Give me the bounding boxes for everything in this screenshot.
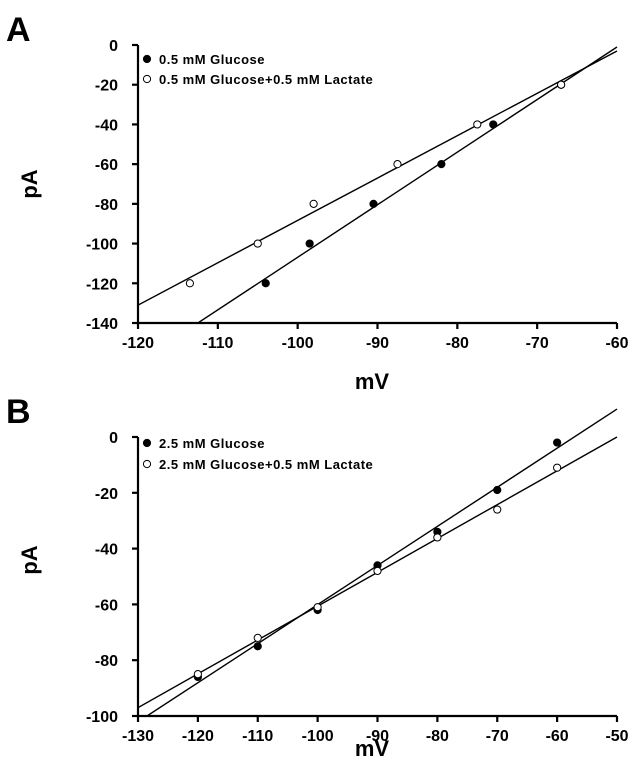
panel-b-y-tick-label-0: 0 — [109, 430, 118, 447]
panel-a-chart: A mV pA 0.5 mM Glucose 0.5 mM Glucose+0.… — [6, 11, 629, 394]
panel-a-x-tick-label-6: -60 — [605, 335, 628, 352]
panel-b-legend: 2.5 mM Glucose 2.5 mM Glucose+0.5 mM Lac… — [142, 436, 373, 472]
panel-b-x-tick-label-8: -50 — [605, 728, 628, 745]
panel-a-y-tick-label-2: -40 — [95, 117, 118, 134]
panel-b-x-tick-label-2: -110 — [242, 728, 273, 745]
panel-a-x-tick-label-5: -70 — [526, 335, 549, 352]
panel-a-legend-marker-0 — [142, 54, 152, 64]
panel-a-legend: 0.5 mM Glucose 0.5 mM Glucose+0.5 mM Lac… — [142, 52, 373, 87]
panel-a-y-tick-label-3: -60 — [95, 157, 118, 174]
panel-a-y-tick-label-7: -140 — [86, 316, 118, 333]
panel-b-x-axis-title: mV — [355, 736, 390, 760]
panel-b-x-tick-label-7: -60 — [546, 728, 569, 745]
panel-a-y-tick-label-5: -100 — [86, 237, 118, 254]
panel-a-series-1-fit-line — [138, 50, 618, 306]
panel-a-x-tick-label-1: -110 — [202, 335, 233, 352]
panel-b-x-tick-label-4: -90 — [366, 728, 389, 745]
panel-b-y-tick-label-2: -40 — [95, 542, 118, 559]
panel-b-series-1-point-1 — [253, 633, 262, 642]
panel-b-x-tick-label-5: -80 — [426, 728, 449, 745]
panel-a-y-tick-label-4: -80 — [95, 197, 118, 214]
panel-a-series-1-point-1 — [253, 239, 262, 248]
panel-a-series-0-point-2 — [369, 199, 378, 208]
panel-a-y-tick-label-0: 0 — [109, 38, 118, 55]
panel-b-legend-marker-0 — [142, 438, 152, 448]
panel-b-x-tick-label-0: -130 — [122, 728, 154, 745]
panel-a-legend-label-0: 0.5 mM Glucose — [159, 52, 265, 67]
panel-a-series-1-point-0 — [185, 279, 194, 288]
panel-b-x-tick-label-3: -100 — [302, 728, 334, 745]
panel-b-chart: B mV pA 2.5 mM Glucose 2.5 mM Glucose+0.… — [6, 393, 629, 760]
panel-b-x-tick-label-1: -120 — [182, 728, 214, 745]
panel-b-series-0-point-5 — [493, 485, 502, 495]
panel-a-y-tick-label-1: -20 — [95, 78, 118, 95]
panel-b-series-1-point-0 — [193, 670, 202, 679]
panel-b-y-tick-label-1: -20 — [95, 486, 118, 503]
panel-a-series-0-point-4 — [489, 120, 498, 129]
panel-a-x-axis-title: mV — [355, 369, 390, 394]
panel-b-series-1-point-2 — [313, 603, 322, 612]
panel-b-legend-label-0: 2.5 mM Glucose — [159, 436, 265, 451]
panel-a-legend-marker-1 — [142, 74, 152, 84]
panel-a-series-0-fit-line — [197, 46, 618, 323]
panel-a-x-tick-label-0: -120 — [122, 335, 154, 352]
panel-b-legend-marker-1 — [142, 459, 152, 469]
panel-a-series-0-point-3 — [437, 160, 446, 169]
panel-b-legend-label-1: 2.5 mM Glucose+0.5 mM Lactate — [159, 457, 373, 472]
panel-b-series-1-point-4 — [433, 533, 442, 542]
panel-b-x-tick-label-6: -70 — [486, 728, 509, 745]
panel-b-series-1-point-3 — [373, 566, 382, 576]
panel-a-x-tick-label-2: -100 — [282, 335, 314, 352]
panel-a-x-tick-label-4: -80 — [446, 335, 469, 352]
panel-b-series-0-point-6 — [553, 438, 562, 447]
panel-a-series-0-point-0 — [261, 279, 270, 288]
panel-b-y-tick-label-4: -80 — [95, 653, 118, 670]
panel-a-series-1-point-3 — [393, 160, 402, 169]
panel-a-letter: A — [6, 11, 31, 49]
panel-a-legend-label-1: 0.5 mM Glucose+0.5 mM Lactate — [159, 72, 373, 87]
panel-b-y-tick-label-5: -100 — [86, 709, 118, 726]
panel-b-series-1-point-5 — [493, 505, 502, 514]
panel-a-y-axis-title: pA — [17, 169, 42, 198]
panel-b-series-0-fit-line — [146, 408, 618, 716]
panel-a-y-tick-label-6: -120 — [86, 276, 118, 293]
panel-b-series-1-point-6 — [553, 463, 562, 472]
panel-a-series-1-point-2 — [309, 199, 318, 208]
panel-a-series-1-point-5 — [557, 80, 566, 89]
panel-b-y-tick-label-3: -60 — [95, 597, 118, 614]
panel-a-x-tick-label-3: -90 — [366, 335, 389, 352]
panel-b-letter: B — [6, 393, 31, 431]
panel-a-series-1-point-4 — [473, 120, 482, 129]
panel-b-y-axis-title: pA — [17, 545, 42, 574]
panel-b-series-0-point-1 — [253, 642, 262, 651]
panel-a-series-0-point-1 — [305, 239, 314, 248]
